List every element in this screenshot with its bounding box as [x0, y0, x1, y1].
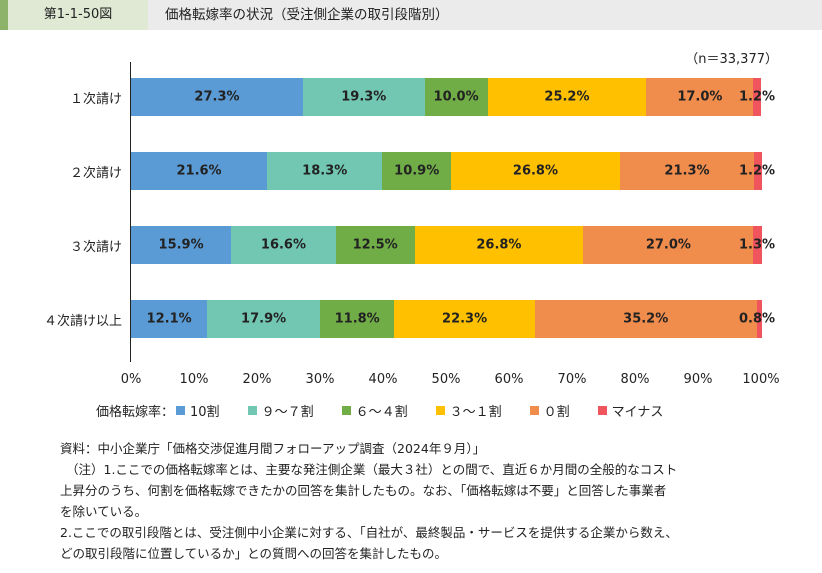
legend-swatch — [341, 406, 351, 415]
data-label: 17.0% — [677, 89, 723, 105]
legend-label: マイナス — [611, 405, 664, 420]
bar-segment — [753, 226, 762, 264]
bar-segment — [320, 300, 395, 338]
legend-swatch — [597, 406, 607, 415]
data-label: 0.8% — [738, 311, 776, 327]
note-1-cont: 上昇分のうち、何割を価格転嫁できたかの回答を集計したもの。なお、「価格転嫁は不要… — [60, 483, 667, 498]
bar-segment — [231, 226, 336, 264]
legend-title: 価格転嫁率： — [96, 405, 175, 420]
legend-label: ３～１割 — [449, 405, 502, 420]
legend-swatch — [529, 406, 539, 415]
legend-label: ９～７割 — [261, 405, 314, 420]
bar-segment — [207, 300, 320, 338]
bar-segment — [583, 226, 754, 264]
data-label: 10.9% — [394, 163, 440, 179]
bar-segment — [424, 78, 488, 116]
bar-segment — [131, 152, 268, 190]
legend: 価格転嫁率： 10割 ９～７割 ６～４割 ３～１割 ０割 マイナス — [96, 401, 691, 420]
legend-item: ０割 — [529, 401, 570, 420]
note-1: （注）1.ここでの価格転嫁率とは、主要な発注側企業（最大３社）との間で、直近６か… — [66, 462, 678, 477]
x-tick-label: 100% — [742, 372, 780, 387]
data-label: 16.6% — [260, 237, 307, 253]
sample-size: （n＝33,377） — [685, 52, 778, 67]
bar-segment — [534, 300, 757, 338]
data-label: 12.5% — [352, 237, 398, 253]
bar-segment — [619, 152, 755, 190]
data-label: 1.3% — [738, 237, 776, 253]
legend-swatch — [176, 406, 186, 415]
bar-segment — [487, 78, 647, 116]
x-tick-label: 40% — [368, 372, 398, 387]
data-label: 17.9% — [241, 311, 287, 327]
bar-segment — [382, 152, 452, 190]
x-tick-label: 50% — [431, 372, 461, 387]
header-accent — [0, 0, 8, 30]
data-label: 15.9% — [158, 237, 204, 253]
x-tick-label: 80% — [620, 372, 650, 387]
bar-segment — [414, 226, 584, 264]
data-label: 35.2% — [623, 311, 669, 327]
data-label: 19.3% — [341, 89, 387, 105]
category-label: ３次請け — [69, 240, 122, 255]
note-1-cont2: を除いている。 — [60, 504, 148, 519]
bar-segment — [754, 152, 762, 190]
notes: 資料：中小企業庁「価格交渉促進月間フォローアップ調査（2024年９月）」 （注）… — [60, 438, 810, 564]
note-2-cont: どの取引段階に位置しているか」との質問への回答を集計したもの。 — [60, 546, 448, 561]
data-label: 26.8% — [476, 237, 522, 253]
data-label: 1.2% — [738, 163, 776, 179]
data-label: 10.0% — [433, 89, 479, 105]
data-label: 26.8% — [512, 163, 559, 179]
data-label: 21.3% — [664, 163, 710, 179]
data-label: 1.2% — [738, 89, 776, 105]
bar-segment — [753, 78, 761, 116]
legend-label: 10割 — [190, 405, 220, 420]
data-label: 11.8% — [334, 311, 380, 327]
x-tick-label: 10% — [179, 372, 209, 387]
data-label: 22.3% — [442, 311, 488, 327]
bar-segment — [451, 152, 620, 190]
x-tick-label: 90% — [683, 372, 713, 387]
legend-item: 10割 — [176, 401, 220, 420]
legend-label: ０割 — [543, 405, 570, 420]
data-label: 25.2% — [544, 89, 590, 105]
x-tick-label: 70% — [557, 372, 587, 387]
data-label: 18.3% — [302, 163, 348, 179]
legend-item: ９～７割 — [247, 401, 314, 420]
data-label: 21.6% — [176, 163, 222, 179]
legend-item: ３～１割 — [435, 401, 502, 420]
legend-item: ６～４割 — [341, 401, 408, 420]
y-axis-line — [130, 62, 131, 362]
bar-segment — [267, 152, 383, 190]
category-label: １次請け — [69, 92, 122, 107]
bar-segment — [131, 78, 303, 116]
legend-label: ６～４割 — [355, 405, 408, 420]
legend-swatch — [435, 406, 445, 415]
category-label: ２次請け — [69, 166, 122, 181]
x-tick-label: 20% — [242, 372, 272, 387]
bar-segment — [302, 78, 425, 116]
x-tick-label: 30% — [305, 372, 335, 387]
legend-item: マイナス — [597, 401, 664, 420]
figure-number: 第1-1-50図 — [8, 0, 148, 30]
note-2: 2.ここでの取引段階とは、受注側中小企業に対する、「自社が、最終製品・サービスを… — [60, 525, 678, 540]
bar-segment — [756, 300, 762, 338]
figure-header: 第1-1-50図 価格転嫁率の状況（受注側企業の取引段階別） — [0, 0, 822, 30]
x-tick-label: 0% — [120, 372, 142, 387]
source-note: 資料：中小企業庁「価格交渉促進月間フォローアップ調査（2024年９月）」 — [60, 441, 486, 456]
bar-segment — [131, 226, 232, 264]
bar-segment — [394, 300, 535, 338]
data-label: 12.1% — [146, 311, 192, 327]
data-label: 27.0% — [645, 237, 691, 253]
bar-segment — [335, 226, 415, 264]
data-label: 27.3% — [194, 89, 240, 105]
x-tick-label: 60% — [494, 372, 524, 387]
legend-swatch — [247, 406, 257, 415]
bar-segment — [131, 300, 208, 338]
category-label: ４次請け以上 — [43, 314, 122, 329]
bar-segment — [646, 78, 754, 116]
figure-title: 価格転嫁率の状況（受注側企業の取引段階別） — [165, 7, 449, 23]
